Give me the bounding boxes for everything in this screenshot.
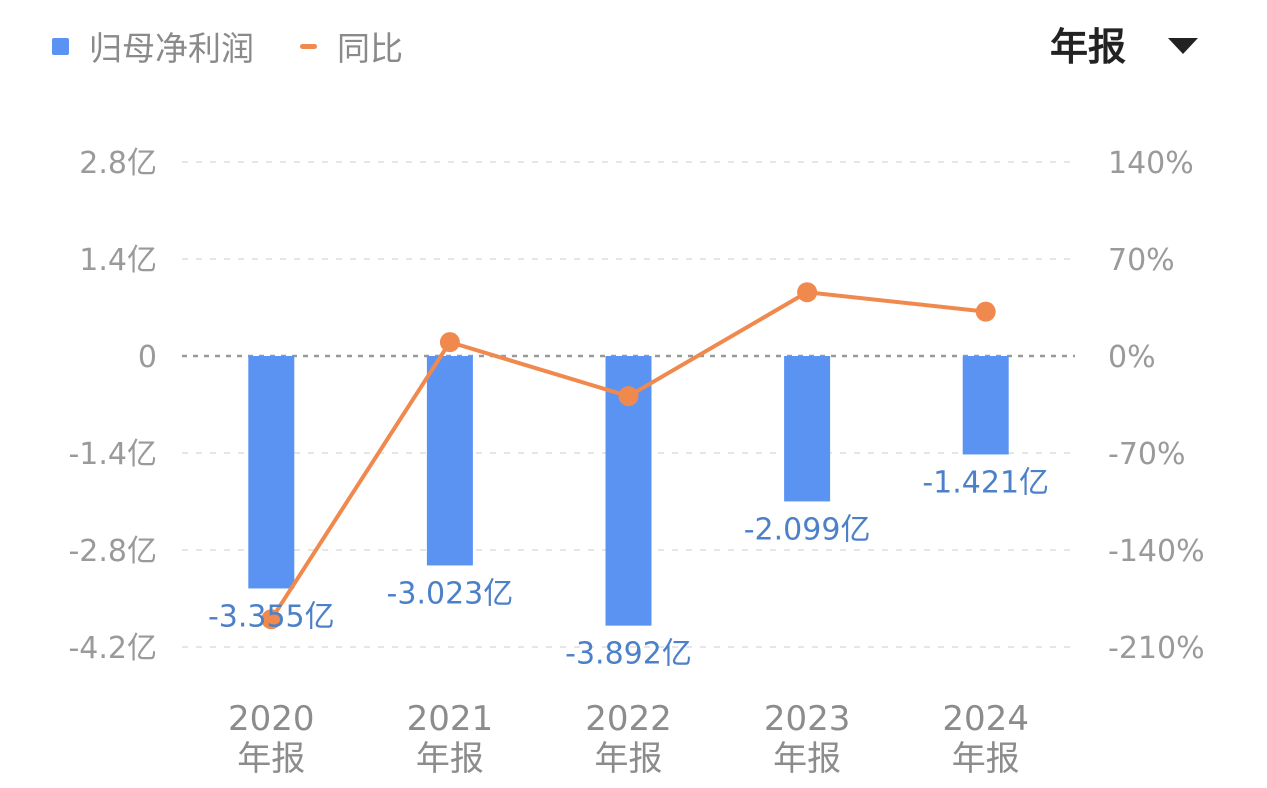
bar-value-label: -2.099亿 <box>744 512 871 547</box>
bar-value-label: -3.892亿 <box>565 637 692 672</box>
right-tick-label: -70% <box>1108 437 1186 472</box>
left-tick-label: -1.4亿 <box>68 437 157 472</box>
left-tick-label: -2.8亿 <box>68 534 157 569</box>
right-tick-label: 140% <box>1108 146 1194 181</box>
left-tick-label: 0 <box>138 340 157 375</box>
right-axis: 140% 70% 0% -70% -140% -210% <box>1108 146 1205 666</box>
left-tick-label: 2.8亿 <box>79 146 157 181</box>
bar-value-labels: -3.355亿 -3.023亿 -3.892亿 -2.099亿 -1.421亿 <box>208 465 1049 671</box>
legend-label-yoy: 同比 <box>337 29 403 68</box>
yoy-point <box>261 609 282 630</box>
chart-legend: 归母净利润 同比 <box>52 22 449 70</box>
profit-bar <box>426 356 473 566</box>
category-label: 2024 年报 <box>942 699 1029 779</box>
left-axis: 2.8亿 1.4亿 0 -1.4亿 -2.8亿 -4.2亿 <box>68 146 157 666</box>
yoy-point <box>439 332 460 353</box>
yoy-point <box>797 282 818 303</box>
category-labels: 2020 年报 2021 年报 2022 年报 2023 年报 2024 年报 <box>228 699 1029 779</box>
right-tick-label: -140% <box>1108 534 1205 569</box>
caret-down-icon <box>1168 37 1199 54</box>
bar-value-label: -3.355亿 <box>208 599 335 634</box>
line-swatch-icon <box>300 43 317 49</box>
right-tick-label: 0% <box>1108 340 1156 375</box>
profit-bar <box>962 356 1009 455</box>
left-tick-label: 1.4亿 <box>79 243 157 278</box>
grid-lines <box>182 161 1075 648</box>
profit-bar <box>248 356 295 589</box>
left-tick-label: -4.2亿 <box>68 631 157 666</box>
right-tick-label: 70% <box>1108 243 1175 278</box>
line-series <box>261 282 996 630</box>
yoy-point <box>618 386 639 407</box>
legend-label-net-profit: 归母净利润 <box>89 29 254 68</box>
category-label: 2020 年报 <box>228 699 315 779</box>
bar-swatch-icon <box>52 37 69 55</box>
period-selector-label: 年报 <box>1050 25 1127 69</box>
category-label: 2023 年报 <box>764 699 851 779</box>
yoy-point <box>975 301 996 322</box>
period-selector[interactable]: 年报 <box>1050 16 1199 71</box>
right-tick-label: -210% <box>1108 631 1205 666</box>
category-label: 2021 年报 <box>407 699 494 779</box>
category-label: 2022 年报 <box>585 699 672 779</box>
legend-item-yoy[interactable]: 同比 <box>300 22 403 70</box>
legend-item-net-profit[interactable]: 归母净利润 <box>52 22 254 70</box>
bar-value-label: -3.023亿 <box>387 576 514 611</box>
profit-bar <box>784 356 831 502</box>
bar-value-label: -1.421亿 <box>922 465 1049 500</box>
